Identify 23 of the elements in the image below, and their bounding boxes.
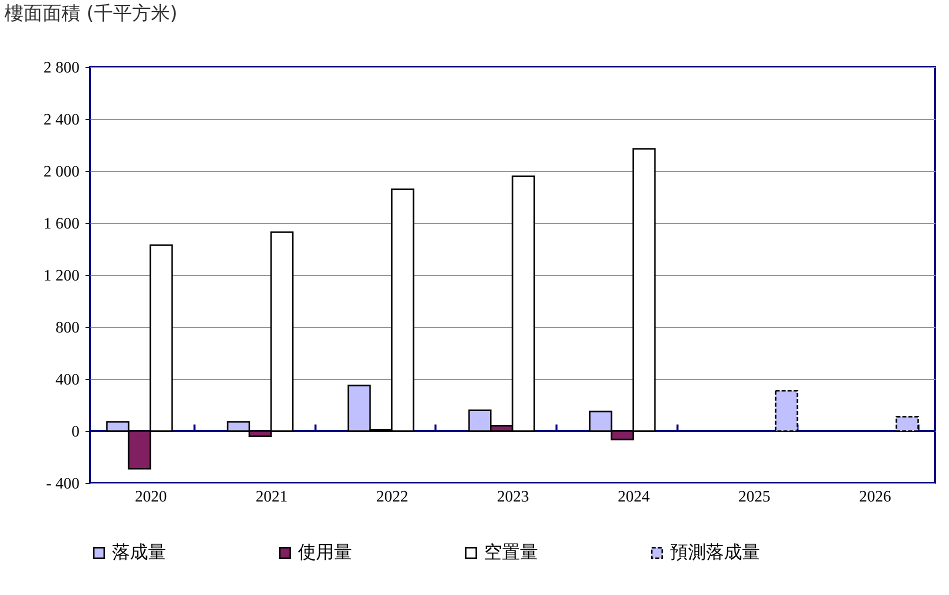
x-tick-label: 2020 [134, 488, 167, 506]
bar [896, 416, 919, 432]
x-tick-label: 2023 [497, 488, 529, 506]
bar [774, 390, 798, 432]
y-tick-label: 1 200 [44, 268, 80, 284]
y-tick-label: - 400 [46, 476, 80, 492]
x-tick-label: 2026 [859, 488, 892, 506]
x-tick-label: 2022 [376, 488, 408, 506]
x-tick-label: 2021 [256, 488, 288, 506]
legend-label: 預測落成量 [670, 542, 760, 563]
y-tick-label: 0 [72, 424, 80, 440]
x-tick-label: 2024 [618, 488, 650, 506]
legend-label: 落成量 [112, 542, 166, 563]
y-tick-label: 2 000 [44, 164, 80, 180]
y-tick-label: 800 [56, 320, 80, 336]
y-tick-label: 400 [56, 372, 80, 388]
x-tick-label: 2025 [738, 488, 770, 506]
y-tick-label: 1 600 [44, 216, 80, 232]
legend-label: 空置量 [484, 542, 538, 563]
y-tick-label: 2 800 [44, 60, 80, 76]
legend-label: 使用量 [298, 542, 352, 563]
y-tick-label: 2 400 [44, 112, 80, 128]
y-axis-title: 樓面面積 (千平方米) [4, 2, 178, 24]
